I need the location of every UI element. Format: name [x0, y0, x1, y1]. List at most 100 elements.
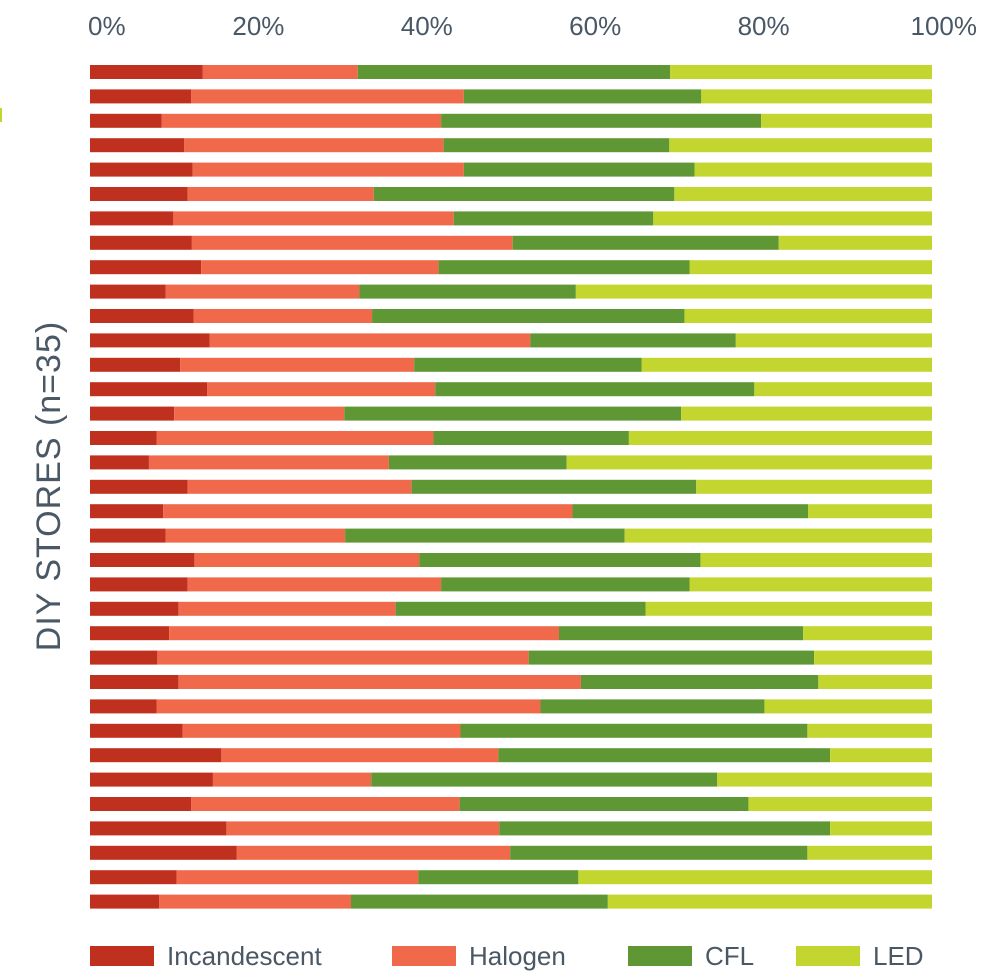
bar-segment-cfl	[463, 89, 702, 104]
legend-item-halogen: Halogen	[392, 941, 566, 971]
bar-segment-led	[830, 748, 932, 763]
bar-segment-led	[748, 797, 932, 811]
bar-segment-cfl	[438, 260, 690, 275]
bar-segment-halogen	[207, 382, 436, 397]
bar-segment-cfl	[414, 357, 642, 372]
bar-segment-cfl	[453, 211, 654, 226]
bar-segment-halogen	[159, 894, 352, 909]
bar-row	[90, 601, 932, 616]
bar-segment-cfl	[371, 772, 718, 787]
bar-row	[90, 162, 932, 177]
bar-segment-cfl	[460, 723, 808, 738]
bar-segment-incandescent	[90, 65, 203, 79]
bar-row	[90, 113, 932, 128]
bar-segment-incandescent	[90, 504, 164, 519]
bar-segment-incandescent	[90, 382, 208, 397]
bar-segment-halogen	[156, 431, 434, 445]
bar-row	[90, 382, 932, 397]
bar-segment-halogen	[209, 333, 531, 348]
bar-segment-halogen	[202, 65, 358, 79]
bar-segment-cfl	[344, 406, 682, 421]
bar-segment-incandescent	[90, 577, 188, 592]
bar-segment-led	[764, 699, 932, 714]
legend-item-incandescent: Incandescent	[90, 941, 322, 971]
bar-segment-cfl	[441, 113, 762, 128]
bar-segment-incandescent	[90, 553, 195, 567]
bar-segment-led	[684, 309, 932, 323]
bar-segment-halogen	[191, 797, 460, 811]
bar-row	[90, 772, 932, 787]
bar-segment-led	[696, 479, 932, 494]
bar-segment-incandescent	[90, 601, 179, 616]
bar-row	[90, 187, 932, 201]
bar-segment-cfl	[419, 553, 701, 567]
bar-segment-incandescent	[90, 431, 157, 445]
bar-segment-cfl	[373, 187, 675, 201]
bar-segment-cfl	[357, 65, 671, 79]
bar-segment-cfl	[395, 601, 646, 616]
bar-segment-halogen	[169, 626, 559, 641]
bar-segment-halogen	[174, 406, 345, 421]
bar-segment-led	[689, 260, 932, 275]
bar-segment-incandescent	[90, 528, 166, 543]
x-tick-label: 100%	[911, 11, 978, 41]
bar-row	[90, 455, 932, 470]
bar-segment-incandescent	[90, 723, 183, 738]
bar-segment-incandescent	[90, 821, 227, 836]
bar-segment-halogen	[193, 309, 373, 323]
bar-segment-halogen	[191, 89, 464, 104]
bar-row	[90, 748, 932, 763]
bar-segment-cfl	[418, 870, 579, 885]
bar-segment-led	[674, 187, 932, 201]
bar-row	[90, 65, 932, 79]
bar-segment-led	[681, 406, 932, 421]
bar-segment-cfl	[499, 821, 831, 836]
bar-row	[90, 723, 932, 738]
x-axis-ticks: 0% 20% 40% 60% 80% 100%	[88, 11, 977, 41]
bar-row	[90, 138, 932, 153]
bar-segment-led	[624, 528, 932, 543]
bar-segment-incandescent	[90, 284, 166, 299]
bar-row	[90, 626, 932, 641]
bar-row	[90, 406, 932, 421]
bar-segment-cfl	[435, 382, 755, 397]
legend-label: Incandescent	[167, 941, 322, 971]
bar-row	[90, 284, 932, 299]
bar-segment-halogen	[157, 650, 529, 665]
bar-row	[90, 675, 932, 689]
bar-segment-halogen	[184, 138, 444, 153]
bar-segment-incandescent	[90, 333, 210, 348]
x-tick-label: 60%	[569, 11, 621, 41]
bar-segment-led	[689, 577, 932, 592]
bar-segment-halogen	[236, 845, 511, 860]
bar-row	[90, 577, 932, 592]
bar-row	[90, 699, 932, 714]
bar-row	[90, 357, 932, 372]
bar-segment-cfl	[512, 235, 779, 250]
bar-segment-led	[566, 455, 932, 470]
bar-segment-led	[735, 333, 932, 348]
bar-segment-incandescent	[90, 626, 170, 641]
bar-row	[90, 870, 932, 885]
bar-segment-led	[808, 504, 932, 519]
bar-segment-led	[701, 89, 932, 104]
x-tick-label: 40%	[401, 11, 453, 41]
bar-segment-halogen	[226, 821, 500, 836]
bar-segment-incandescent	[90, 357, 181, 372]
legend-item-cfl: CFL	[628, 941, 754, 971]
legend-swatch	[392, 946, 456, 966]
bar-row	[90, 650, 932, 665]
bar-segment-led	[645, 601, 932, 616]
bar-row	[90, 333, 932, 348]
bar-segment-incandescent	[90, 699, 157, 714]
bar-segment-led	[575, 284, 932, 299]
bar-segment-incandescent	[90, 138, 185, 153]
bar-segment-cfl	[463, 162, 695, 177]
bar-segment-led	[818, 675, 932, 689]
bar-row	[90, 89, 932, 104]
bar-segment-cfl	[580, 675, 819, 689]
bars	[90, 65, 932, 909]
bar-row	[90, 211, 932, 226]
bar-segment-incandescent	[90, 235, 192, 250]
